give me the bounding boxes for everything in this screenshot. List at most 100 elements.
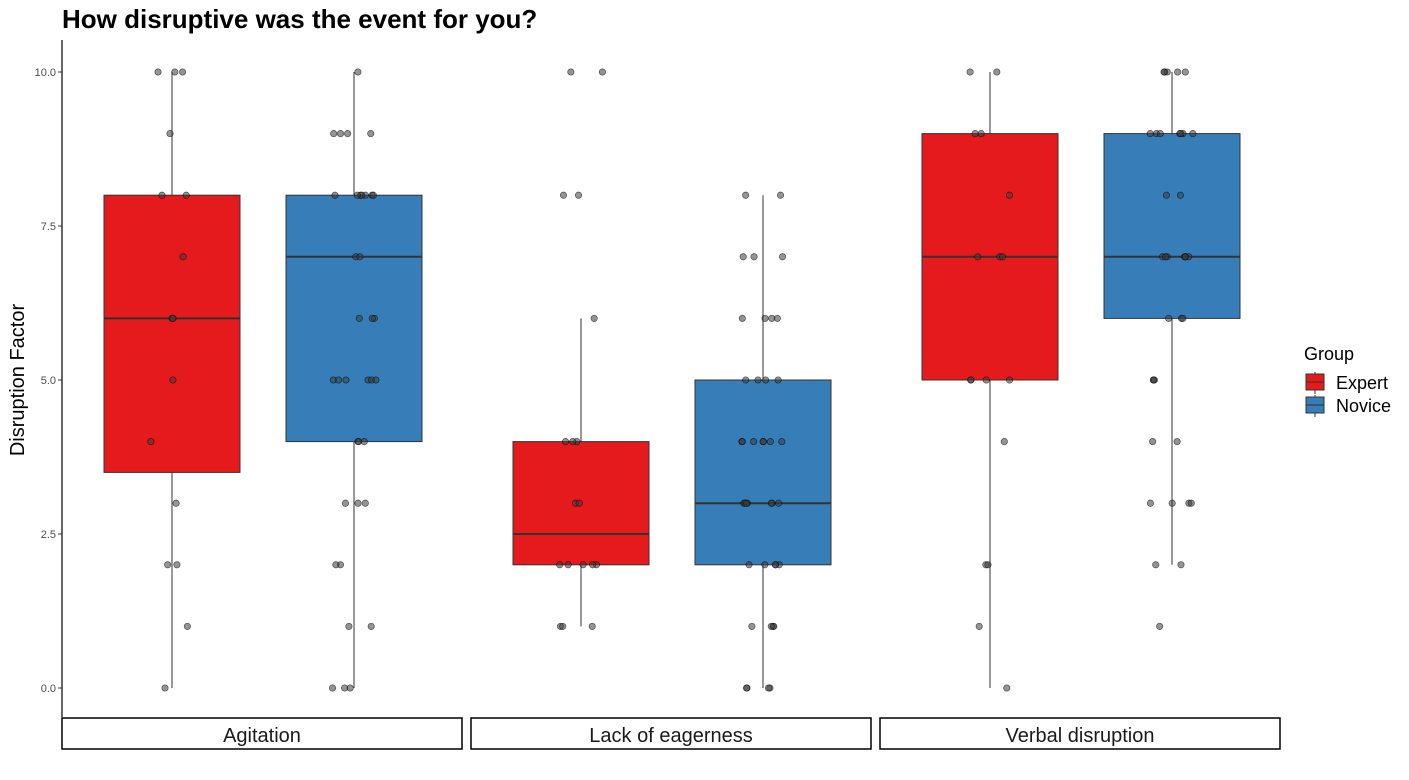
data-point — [743, 684, 751, 692]
data-point — [561, 438, 570, 446]
data-point — [778, 253, 787, 261]
data-point — [342, 376, 350, 384]
data-point — [761, 314, 769, 322]
data-point — [356, 253, 364, 261]
data-point — [368, 314, 376, 322]
data-point — [179, 68, 187, 76]
data-point — [774, 376, 782, 384]
data-point — [173, 561, 181, 569]
data-point — [369, 191, 377, 199]
data-point — [1162, 191, 1170, 199]
data-point — [354, 499, 362, 507]
facet-strip-verbal-disruption: Verbal disruption — [879, 717, 1281, 750]
data-point — [966, 68, 974, 76]
data-point — [750, 438, 758, 446]
data-point — [773, 314, 781, 322]
data-point — [1149, 376, 1158, 384]
box-lack-of-eagerness-expert — [512, 68, 650, 630]
facet-strip-box — [61, 717, 463, 750]
data-point — [559, 191, 568, 199]
data-point — [738, 438, 746, 446]
data-point — [1152, 561, 1160, 569]
data-point — [372, 376, 380, 384]
box-rect — [1103, 133, 1241, 319]
legend-item-novice: Novice — [1305, 395, 1391, 417]
data-point — [742, 191, 750, 199]
data-point — [344, 130, 352, 138]
data-point — [1003, 684, 1011, 692]
data-point — [1161, 253, 1170, 261]
data-point — [1160, 68, 1168, 76]
data-point — [776, 191, 785, 199]
legend-item-expert: Expert — [1305, 372, 1388, 394]
data-point — [1000, 438, 1008, 446]
facet-strip-box — [879, 717, 1281, 750]
data-point — [974, 253, 982, 261]
data-point — [574, 191, 583, 199]
data-point — [354, 68, 362, 76]
data-point — [754, 376, 762, 384]
data-point — [771, 561, 779, 569]
data-point — [147, 438, 155, 446]
data-point — [993, 68, 1001, 76]
data-point — [778, 438, 786, 446]
legend: Group Expert Novice — [1304, 344, 1391, 417]
data-point — [750, 253, 758, 261]
data-point — [984, 561, 992, 569]
data-point — [590, 314, 598, 322]
data-point — [164, 561, 172, 569]
data-point — [1176, 191, 1184, 199]
data-point — [355, 314, 363, 322]
y-axis-label: Disruption Factor — [7, 304, 29, 457]
data-point — [967, 376, 975, 384]
data-point — [1179, 314, 1187, 322]
data-point — [367, 130, 375, 138]
data-point — [977, 130, 985, 138]
facet-strip-box — [470, 717, 872, 750]
data-point — [556, 561, 564, 569]
data-point — [179, 253, 187, 261]
data-point — [575, 499, 583, 507]
data-point — [1149, 438, 1157, 446]
data-point — [354, 438, 363, 446]
data-point — [748, 622, 756, 630]
y-tick-label: 2.5 — [41, 529, 56, 541]
data-point — [158, 191, 166, 199]
facet-strip-agitation: Agitation — [61, 717, 463, 750]
data-point — [567, 68, 575, 76]
data-point — [353, 191, 361, 199]
data-point — [1156, 622, 1164, 630]
data-point — [767, 499, 775, 507]
data-point — [1146, 499, 1154, 507]
data-point — [569, 438, 577, 446]
box-lack-of-eagerness-novice — [694, 191, 832, 692]
data-point — [559, 622, 567, 630]
data-point — [1156, 130, 1164, 138]
box-agitation-novice — [285, 68, 423, 692]
data-point — [766, 438, 774, 446]
data-point — [328, 684, 337, 692]
data-point — [169, 376, 177, 384]
plot-area: 0.0 2.5 5.0 7.5 10.0 Agitation Lack of eagerne… — [35, 40, 1281, 750]
data-point — [998, 253, 1007, 261]
y-tick-label: 5.0 — [41, 375, 56, 387]
data-point — [1006, 376, 1014, 384]
facet-strip-label: Agitation — [223, 725, 301, 747]
data-point — [367, 622, 375, 630]
data-point — [169, 314, 177, 322]
facet-strip-label: Lack of eagerness — [589, 725, 752, 747]
data-point — [745, 561, 753, 569]
box-verbal-disruption-novice — [1103, 68, 1241, 630]
data-point — [743, 499, 751, 507]
data-point — [579, 561, 587, 569]
facet-strip-label: Verbal disruption — [1006, 725, 1155, 747]
box-rect — [103, 194, 241, 473]
data-point — [1187, 499, 1195, 507]
data-point — [341, 499, 350, 507]
data-point — [1189, 130, 1197, 138]
data-point — [166, 130, 174, 138]
data-point — [336, 130, 345, 138]
data-point — [1146, 130, 1154, 138]
data-point — [183, 622, 191, 630]
data-point — [982, 376, 990, 384]
